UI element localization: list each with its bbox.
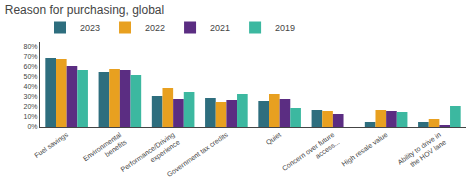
- svg-text:10%: 10%: [24, 113, 38, 120]
- svg-text:60%: 60%: [24, 63, 38, 70]
- svg-text:2021: 2021: [210, 23, 230, 33]
- svg-text:2019: 2019: [275, 23, 295, 33]
- svg-text:Ability to drive inthe HOV lan: Ability to drive inthe HOV lane: [396, 131, 447, 173]
- svg-text:40%: 40%: [24, 83, 38, 90]
- svg-text:Performance/Drivingexperience: Performance/Drivingexperience: [119, 131, 181, 182]
- svg-text:Environmentalbenefits: Environmentalbenefits: [82, 131, 128, 170]
- svg-text:0%: 0%: [27, 123, 37, 130]
- svg-text:70%: 70%: [24, 53, 38, 60]
- svg-text:2022: 2022: [145, 23, 165, 33]
- svg-text:Concern over futureaccess...: Concern over futureaccess...: [281, 131, 341, 180]
- svg-text:Quiet: Quiet: [264, 131, 282, 147]
- svg-text:2023: 2023: [80, 23, 100, 33]
- svg-text:Fuel savings: Fuel savings: [33, 131, 70, 160]
- svg-text:20%: 20%: [24, 103, 38, 110]
- svg-text:High resale value: High resale value: [340, 131, 389, 169]
- svg-text:Reason for purchasing, global: Reason for purchasing, global: [5, 3, 164, 17]
- svg-text:30%: 30%: [24, 93, 38, 100]
- svg-text:80%: 80%: [24, 43, 38, 50]
- svg-text:Government tax credits: Government tax credits: [166, 131, 230, 179]
- svg-text:50%: 50%: [24, 73, 38, 80]
